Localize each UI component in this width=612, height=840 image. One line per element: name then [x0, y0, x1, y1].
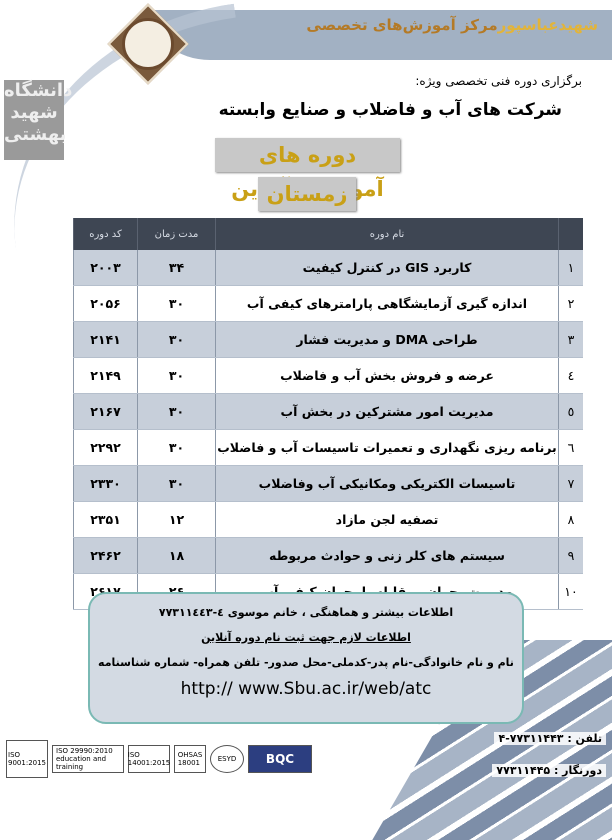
ohsas-logo: OHSAS 18001	[174, 745, 206, 773]
cell-num: ٥	[558, 393, 583, 430]
registration-fields: نام و نام خانوادگی-نام پدر-کدملی-محل صدو…	[98, 656, 514, 669]
esyd-logo: ESYD	[210, 745, 244, 773]
cell-duration: ۳۰	[137, 357, 216, 394]
cell-num: ۳	[558, 321, 583, 358]
cell-name: برنامه ریزی نگهداری و تعمیرات تاسیسات آب…	[215, 429, 559, 466]
table-row: ۱ کاربرد GIS در کنترل کیفیت ۳۴ ۲۰۰۳	[73, 250, 583, 286]
table-row: ٦ برنامه ریزی نگهداری و تعمیرات تاسیسات آ…	[73, 429, 583, 466]
seal-inner-icon	[122, 18, 174, 70]
cell-num: ٤	[558, 357, 583, 394]
cell-code: ۲۴۶۲	[73, 537, 138, 574]
col-duration: مدت زمان	[137, 218, 216, 250]
cell-name: اندازه گیری آزمایشگاهی پارامترهای کیفی آ…	[215, 285, 559, 322]
online-courses-title: دوره های آموزشی آنلاین	[215, 138, 400, 201]
courses-table: نام دوره مدت زمان کد دوره ۱ کاربرد GIS در…	[73, 218, 583, 610]
cell-duration: ۱۲	[137, 501, 216, 538]
table-row: ٥ مدیریت امور مشترکین در بخش آب ۳۰ ۲۱۶۷	[73, 393, 583, 430]
subtitle: برگزاری دوره فنی تخصصی ویژه:	[415, 74, 582, 88]
col-num	[558, 218, 583, 250]
cell-num: ۸	[558, 501, 583, 538]
coordination-info: اطلاعات بیشتر و هماهنگی ، خانم موسوی ٤-۷…	[158, 606, 454, 619]
cell-name: تصفیه لجن مازاد	[215, 501, 559, 538]
cell-duration: ۳۰	[137, 321, 216, 358]
season-title: زمستان ۱۴۰۰	[258, 177, 356, 240]
fax: دورنگار : ۷۷۳۱۱۴۴۵	[492, 764, 606, 777]
table-row: ٤ عرضه و فروش بخش آب و فاضلاب ۳۰ ۲۱۴۹	[73, 357, 583, 394]
iso-29990-logo: ISO 29990:2010 education and training	[52, 745, 124, 773]
iso-9001-logo: ISO 9001:2015	[6, 740, 48, 778]
info-box: اطلاعات بیشتر و هماهنگی ، خانم موسوی ٤-۷…	[88, 592, 524, 724]
cell-duration: ۳۰	[137, 285, 216, 322]
cell-name: طراحی DMA و مدیریت فشار	[215, 321, 559, 358]
cell-code: ۲۱۶۷	[73, 393, 138, 430]
cell-duration: ۳۴	[137, 250, 216, 286]
cell-code: ۲۰۵۶	[73, 285, 138, 322]
table-row: ۷ تاسیسات الکتریکی ومکانیکی آب وفاضلاب ۳۰ ۲…	[73, 465, 583, 502]
cell-code: ۲۱۴۹	[73, 357, 138, 394]
cell-num: ٦	[558, 429, 583, 466]
cell-code: ۲۳۵۱	[73, 501, 138, 538]
center-title: شهیدعباسپورمرکز آموزش‌های تخصصی	[306, 16, 598, 34]
company-heading: شرکت های آب و فاضلاب و صنایع وابسته	[218, 100, 562, 120]
cell-num: ۷	[558, 465, 583, 502]
center-name: شهیدعباسپور	[497, 16, 598, 34]
cell-num: ۹	[558, 537, 583, 574]
website-link[interactable]: http:// www.Sbu.ac.ir/web/atc	[180, 679, 432, 699]
cell-code: ۲۳۳۰	[73, 465, 138, 502]
col-name: نام دوره	[215, 218, 559, 250]
cell-name: تاسیسات الکتریکی ومکانیکی آب وفاضلاب	[215, 465, 559, 502]
table-header: نام دوره مدت زمان کد دوره	[73, 218, 583, 250]
cell-code: ۲۰۰۳	[73, 250, 138, 286]
col-code: کد دوره	[73, 218, 138, 250]
registration-heading: اطلاعات لازم جهت ثبت نام دوره آنلاین	[201, 631, 411, 644]
cell-name: مدیریت امور مشترکین در بخش آب	[215, 393, 559, 430]
table-row: ۹ سیستم های کلر زنی و حوادث مربوطه ۱۸ ۲۴۶۲	[73, 537, 583, 574]
university-logo: دانشگاه شهید بهشتی	[4, 80, 72, 160]
table-row: ۲ اندازه گیری آزمایشگاهی پارامترهای کیفی …	[73, 285, 583, 322]
header-banner	[150, 10, 612, 60]
iso-14001-logo: ISO 14001:2015	[128, 745, 170, 773]
cell-name: کاربرد GIS در کنترل کیفیت	[215, 250, 559, 286]
cell-code: ۲۱۴۱	[73, 321, 138, 358]
cell-num: ۲	[558, 285, 583, 322]
cell-name: سیستم های کلر زنی و حوادث مربوطه	[215, 537, 559, 574]
cell-name: عرضه و فروش بخش آب و فاضلاب	[215, 357, 559, 394]
certification-logos: ISO 9001:2015 ISO 29990:2010 education a…	[6, 740, 312, 778]
cell-num: ۱	[558, 250, 583, 286]
cell-num: ۱۰	[558, 573, 583, 610]
cell-duration: ۳۰	[137, 429, 216, 466]
cell-code: ۲۲۹۲	[73, 429, 138, 466]
cell-duration: ۱۸	[137, 537, 216, 574]
table-row: ۸ تصفیه لجن مازاد ۱۲ ۲۳۵۱	[73, 501, 583, 538]
cell-duration: ۳۰	[137, 393, 216, 430]
cell-duration: ۳۰	[137, 465, 216, 502]
bqc-logo: BQC	[248, 745, 312, 773]
center-label: مرکز آموزش‌های تخصصی	[306, 16, 498, 34]
table-row: ۳ طراحی DMA و مدیریت فشار ۳۰ ۲۱۴۱	[73, 321, 583, 358]
phone: تلفن : ۷۷۳۱۱۴۴۳-۴	[494, 732, 606, 745]
